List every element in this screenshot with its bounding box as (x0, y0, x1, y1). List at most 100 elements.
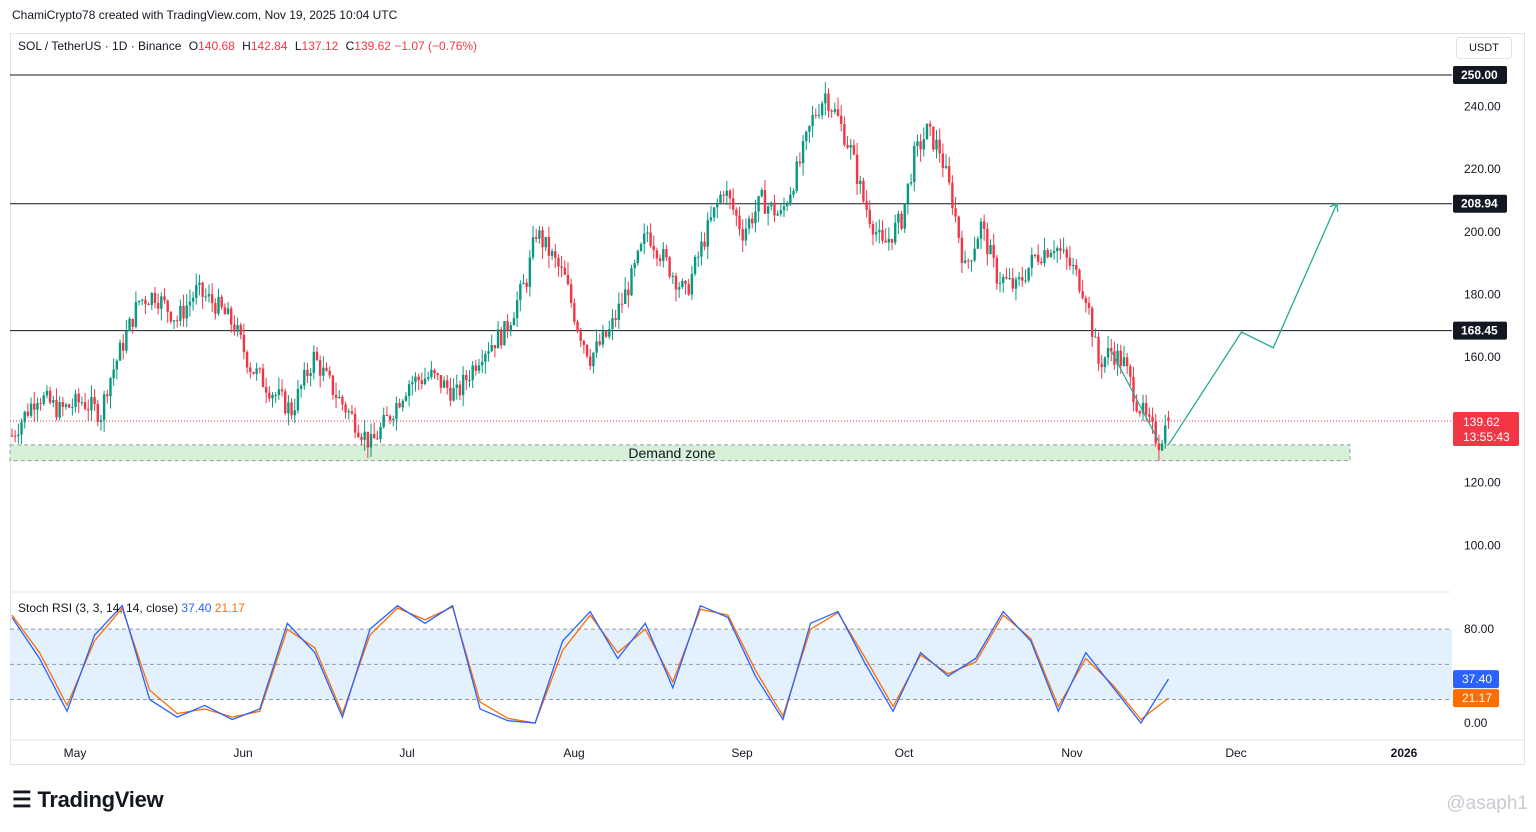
candle-body (223, 307, 227, 315)
candle-body (843, 123, 846, 145)
candle-body (99, 419, 103, 422)
candle-body (106, 394, 109, 397)
candle-body (884, 240, 887, 243)
candle-body (544, 236, 547, 248)
candle-body (87, 408, 90, 411)
candle-body (503, 321, 506, 346)
candle-body (954, 208, 957, 217)
candle-body (74, 393, 77, 407)
candle-body (614, 318, 617, 321)
candle-body (747, 218, 751, 229)
candle-body (338, 396, 341, 399)
currency-button[interactable]: USDT (1456, 37, 1512, 59)
candle-body (652, 245, 655, 251)
candle-body (71, 406, 74, 408)
candle-body (525, 282, 528, 287)
candle-body (271, 395, 274, 399)
candle-body (658, 258, 662, 261)
candle-body (191, 297, 195, 302)
candle-body (706, 220, 709, 247)
close-label: C (345, 39, 355, 53)
candle-body (766, 206, 770, 214)
candle-body (233, 324, 236, 332)
candle-body (26, 411, 30, 416)
candle-body (655, 250, 659, 259)
candle-body (392, 418, 395, 421)
demand-zone-rect[interactable] (9, 444, 1351, 462)
candle-body (827, 93, 830, 111)
stoch-rsi-legend[interactable]: Stoch RSI (3, 3, 14, 14, close) 37.40 21… (18, 601, 245, 615)
candle-body (1144, 402, 1148, 415)
level-price-label: 208.94 (1461, 197, 1498, 211)
candle-body (350, 411, 354, 414)
candle-body (347, 411, 350, 413)
candle-body (763, 189, 767, 214)
candle-body (865, 201, 868, 210)
candle-body (90, 397, 93, 411)
candle-body (55, 399, 58, 418)
candle-body (195, 285, 198, 298)
time-axis-label: Aug (563, 746, 584, 760)
candle-body (541, 230, 544, 248)
stoch-rsi-title[interactable]: Stoch RSI (3, 3, 14, 14, close) (18, 601, 179, 615)
candle-body (449, 387, 452, 401)
candle-body (102, 394, 106, 420)
candle-body (871, 223, 875, 235)
high-label: H (242, 39, 251, 53)
candle-body (592, 352, 595, 367)
candle-body (439, 375, 443, 388)
projection-path[interactable] (1167, 203, 1338, 446)
candle-body (1014, 279, 1018, 289)
candle-body (245, 352, 249, 368)
time-axis-label: Jun (233, 746, 252, 760)
candle-body (639, 243, 643, 251)
candle-body (617, 303, 621, 321)
symbol-label[interactable]: SOL / TetherUS · 1D · Binance (18, 39, 182, 53)
time-axis-label: May (64, 746, 87, 760)
candle-body (960, 237, 964, 263)
candle-body (690, 273, 694, 295)
time-axis-label: Oct (895, 746, 914, 760)
candle-body (887, 238, 891, 243)
candle-body (468, 380, 471, 382)
candle-body (474, 365, 478, 371)
candle-body (344, 404, 347, 413)
candle-body (141, 299, 144, 301)
candle-body (395, 403, 398, 419)
candle-body (535, 237, 538, 239)
candle-body (1027, 267, 1030, 281)
projection-arrowhead (1329, 202, 1339, 212)
candle-body (1071, 264, 1075, 266)
candle-body (385, 415, 389, 417)
candle-body (595, 341, 598, 353)
candle-body (509, 325, 512, 331)
candle-body (916, 141, 919, 146)
price-axis-tick: 220.00 (1464, 162, 1501, 176)
candle-body (598, 341, 601, 345)
current-price-label-bg (1453, 412, 1519, 447)
candle-body (538, 230, 541, 239)
candle-body (814, 114, 817, 116)
symbol-legend[interactable]: SOL / TetherUS · 1D · Binance O140.68 H1… (18, 39, 477, 53)
candle-body (938, 139, 941, 154)
candle-body (1043, 250, 1046, 264)
candle-body (573, 302, 576, 322)
level-price-label: 168.45 (1461, 324, 1498, 338)
current-price-label: 139.62 (1463, 415, 1500, 429)
candle-body (608, 329, 611, 337)
candle-body (372, 434, 376, 439)
candle-body (58, 402, 61, 418)
tradingview-logo[interactable]: ☰ TradingView (12, 787, 164, 813)
candle-body (255, 368, 258, 374)
candle-body (627, 289, 630, 296)
candle-body (890, 238, 894, 243)
candle-body (620, 303, 624, 305)
level-price-label-bg (1453, 66, 1507, 84)
candle-body (820, 103, 824, 116)
trend-line[interactable] (1110, 350, 1160, 443)
candle-body (318, 360, 322, 376)
stoch-d-label-bg (1453, 689, 1499, 708)
candle-body (963, 260, 967, 263)
candle-body (500, 329, 503, 346)
